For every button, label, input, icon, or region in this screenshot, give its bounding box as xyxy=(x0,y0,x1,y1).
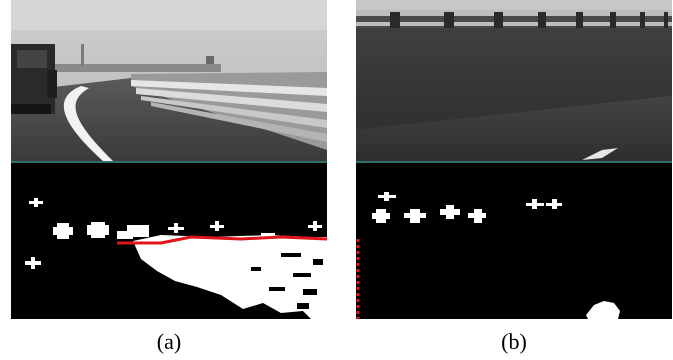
panel-divider-a xyxy=(11,161,327,163)
detection-mask-a xyxy=(11,163,327,319)
panel-a: (a) xyxy=(11,0,327,360)
caption-b: (b) xyxy=(501,329,527,354)
panel-divider-b xyxy=(356,161,672,163)
road-photo-b xyxy=(356,0,672,161)
caption-a: (a) xyxy=(156,329,182,354)
road-photo-a xyxy=(11,0,327,161)
detection-mask-b xyxy=(356,163,672,319)
panel-b: (b) xyxy=(356,0,672,360)
